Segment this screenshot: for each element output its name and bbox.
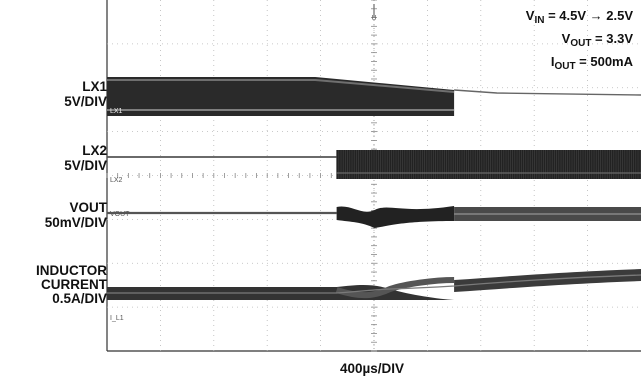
- x-axis-label: 400µs/DIV: [340, 361, 405, 376]
- vout-label: VOUT 50mV/DIV: [45, 200, 107, 230]
- il-label: INDUCTOR CURRENT 0.5A/DIV: [7, 264, 107, 306]
- vout-scale: 50mV/DIV: [44, 215, 107, 230]
- lx1-switching-band: [107, 77, 455, 116]
- lx1-scale: 5V/DIV: [64, 94, 107, 109]
- lx2-name: LX2: [82, 143, 107, 158]
- il-ripple-band-post: [454, 269, 641, 292]
- lx2-label: LX2 5V/DIV: [64, 143, 107, 173]
- lx1-idle-trace: [454, 89, 641, 96]
- trace-markers: U LX1 LX2 VOUT I_L1: [110, 4, 377, 322]
- il-average-trace: [107, 274, 641, 294]
- il-scale: 0.5A/DIV: [52, 291, 107, 306]
- vout-marker: VOUT: [110, 211, 130, 218]
- vout-name: VOUT: [69, 200, 107, 215]
- lx2-switching-band: [336, 150, 641, 179]
- cond-iout: IOUT = 500mA: [550, 54, 633, 72]
- vout-transition-ripple: [336, 206, 455, 228]
- lx2-marker: LX2: [110, 177, 123, 184]
- lx1-label: LX1 5V/DIV: [64, 79, 107, 109]
- cond-vin: VIN = 4.5V → 2.5V: [525, 8, 633, 26]
- lx1-marker: LX1: [110, 108, 123, 115]
- scope-traces: [107, 77, 641, 300]
- il-name: INDUCTOR CURRENT: [35, 263, 107, 292]
- lx1-name: LX1: [82, 79, 107, 94]
- il-marker: I_L1: [110, 315, 124, 322]
- trigger-marker-label: U: [372, 15, 377, 22]
- lx1-upper-edge: [107, 79, 455, 93]
- lx2-scale: 5V/DIV: [64, 158, 107, 173]
- cond-vout: VOUT = 3.3V: [561, 31, 633, 49]
